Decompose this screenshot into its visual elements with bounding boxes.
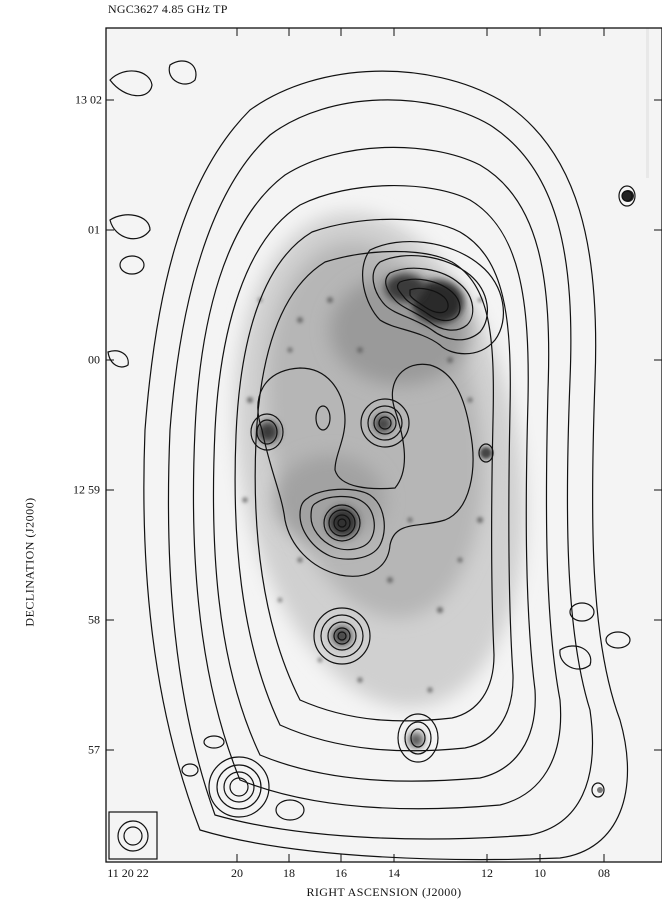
y-tick-label: 58 [88,612,100,627]
contour-lines [107,60,636,861]
beam-size-indicator [108,811,158,860]
y-tick-label: 00 [88,352,100,367]
optical-greyscale-image [235,28,649,793]
x-tick-label: 16 [335,866,347,880]
y-tick-label: 12 59 [73,482,100,497]
x-axis-label: RIGHT ASCENSION (J2000) [306,885,462,899]
y-tick-label: 57 [88,742,100,757]
x-tick-label: 08 [598,866,610,880]
x-tick-label: 11 20 22 [107,866,149,880]
x-tick-label: 12 [481,866,493,880]
x-tick-label: 18 [283,866,295,880]
x-tick-label: 10 [534,866,546,880]
y-tick-label: 01 [88,222,100,237]
chart-title: NGC3627 4.85 GHz TP [108,2,228,16]
plot-frame [105,27,662,863]
axis-ticks [106,28,662,862]
x-tick-label: 14 [388,866,400,880]
y-tick-label: 13 02 [75,92,102,107]
x-tick-label: 20 [231,866,243,880]
